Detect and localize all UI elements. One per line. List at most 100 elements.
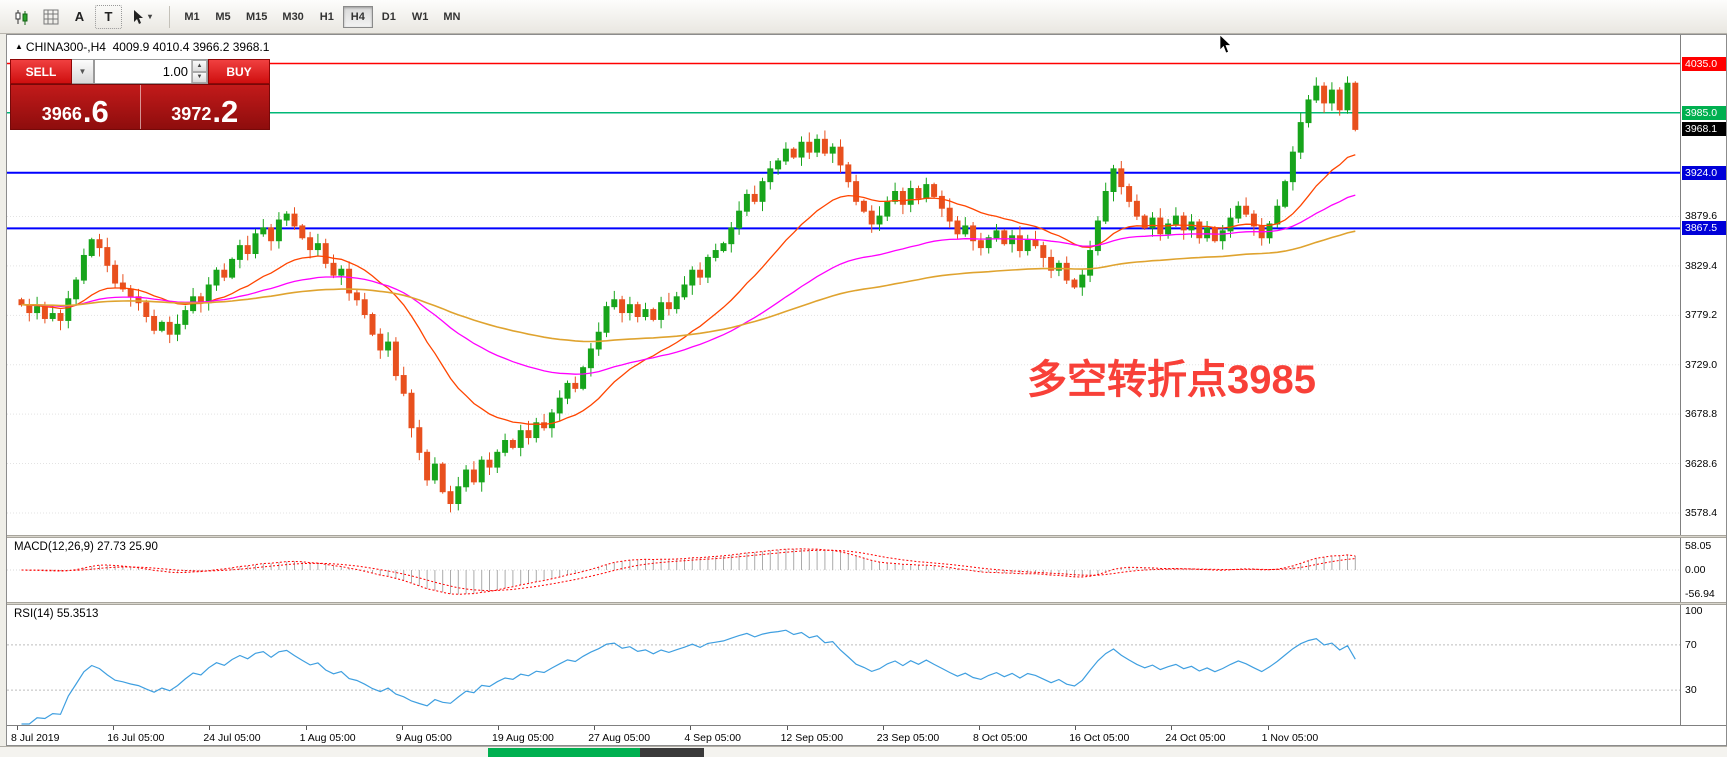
clipped-bottom-bar xyxy=(0,746,1727,757)
sell-price-pips: .6 xyxy=(82,93,109,129)
macd-axis-label: 58.05 xyxy=(1685,540,1712,552)
mouse-cursor-icon xyxy=(1219,35,1232,54)
bid-ask-display: 3966 .6 3972 .2 xyxy=(10,84,270,130)
macd-axis-label: -56.94 xyxy=(1685,587,1715,600)
pane-splitter-macd[interactable] xyxy=(7,535,1726,538)
text-tool-icon: A xyxy=(74,9,85,24)
current-price-label: 3968.1 xyxy=(1682,122,1726,137)
macd-canvas[interactable] xyxy=(7,538,1680,602)
text-tool-button[interactable]: A xyxy=(66,5,93,29)
time-label: 19 Aug 05:00 xyxy=(492,732,554,744)
toolbar: A T ▾ M1 M5 M15 M30 H1 H4 D1 W1 MN xyxy=(0,0,1727,34)
ohlc-quote: 4009.9 4010.4 3966.2 3968.1 xyxy=(112,40,270,54)
macd-axis-label: 0.00 xyxy=(1685,564,1706,576)
time-label: 27 Aug 05:00 xyxy=(588,732,651,744)
time-label: 4 Sep 05:00 xyxy=(684,732,742,744)
level-price-label: 3924.0 xyxy=(1682,165,1726,180)
label-tool-icon: T xyxy=(104,9,113,24)
symbol-label: CHINA300-,H4 xyxy=(25,40,106,54)
buy-price: 3972 .2 xyxy=(139,85,270,129)
grid-glyph-icon xyxy=(43,9,58,24)
macd-indicator-label: MACD(12,26,9) 27.73 25.90 xyxy=(14,541,158,553)
time-tick xyxy=(690,726,692,730)
time-tick xyxy=(401,726,403,730)
volume-input[interactable]: 1.00 xyxy=(162,64,188,79)
collapse-triangle-icon: ▲ xyxy=(15,42,23,51)
timeframe-m5[interactable]: M5 xyxy=(215,10,231,23)
time-tick xyxy=(979,726,980,730)
price-grid-label: 3578.4 xyxy=(1685,506,1718,519)
toolbar-separator xyxy=(169,5,170,28)
chevron-down-icon: ▼ xyxy=(78,67,87,76)
time-tick xyxy=(1267,726,1269,730)
rsi-axis-label: 100 xyxy=(1685,605,1703,617)
timeframe-m30[interactable]: M30 xyxy=(282,10,304,23)
time-tick xyxy=(882,726,884,730)
buy-button[interactable]: BUY xyxy=(208,59,270,84)
volume-down-button[interactable]: ▼ xyxy=(192,71,207,83)
clipped-dark-segment xyxy=(640,748,704,757)
draw-tools-button[interactable]: ▾ xyxy=(124,5,160,29)
price-grid-label: 3779.2 xyxy=(1685,309,1718,322)
timeframe-m1[interactable]: M1 xyxy=(184,10,200,23)
sell-button[interactable]: SELL xyxy=(10,59,72,84)
time-label: 8 Jul 2019 xyxy=(11,732,60,744)
clipped-green-segment xyxy=(488,748,640,757)
volume-stepper: ▲ ▼ xyxy=(191,60,207,83)
time-tick xyxy=(1171,726,1173,730)
volume-field: 1.00 ▲ ▼ xyxy=(94,59,208,84)
chart-title: ▲ CHINA300-,H4 4009.9 4010.4 3966.2 3968.… xyxy=(15,40,269,54)
price-grid-label: 3879.6 xyxy=(1685,210,1718,223)
price-grid-label: 3628.6 xyxy=(1685,457,1718,470)
timeframe-d1[interactable]: D1 xyxy=(381,10,396,23)
sell-price: 3966 .6 xyxy=(11,85,140,129)
timeframe-w1[interactable]: W1 xyxy=(411,10,429,23)
grid-icon[interactable] xyxy=(37,5,64,29)
price-axis[interactable]: 3879.6 3829.4 3779.2 3729.0 3678.8 3628.6 3578… xyxy=(1680,35,1726,725)
time-tick xyxy=(1075,726,1077,730)
price-grid-label: 3729.0 xyxy=(1685,358,1718,371)
chart-window[interactable]: ▲ CHINA300-,H4 4009.9 4010.4 3966.2 3968.… xyxy=(6,34,1727,746)
volume-up-button[interactable]: ▲ xyxy=(192,60,207,72)
volume-dropdown[interactable]: ▼ xyxy=(72,59,94,84)
rsi-canvas[interactable] xyxy=(7,605,1680,725)
label-tool-button[interactable]: T xyxy=(95,4,122,29)
pane-splitter-rsi[interactable] xyxy=(7,602,1726,605)
time-label: 16 Jul 05:00 xyxy=(107,732,165,744)
time-tick xyxy=(594,726,596,730)
time-axis[interactable]: 8 Jul 2019 16 Jul 05:00 24 Jul 05:00 1 Aug … xyxy=(7,725,1726,745)
time-tick xyxy=(113,726,115,730)
time-tick xyxy=(498,726,499,730)
time-label: 1 Aug 05:00 xyxy=(299,732,356,744)
chart-annotation-text: 多空转折点3985 xyxy=(1027,358,1316,402)
timeframe-h4[interactable]: H4 xyxy=(342,5,373,28)
timeframe-h1[interactable]: H1 xyxy=(319,10,334,23)
time-label: 9 Aug 05:00 xyxy=(395,732,452,744)
time-label: 24 Oct 05:00 xyxy=(1165,732,1226,744)
candlestick-icon xyxy=(15,9,27,25)
one-click-trade-widget: SELL ▼ 1.00 ▲ ▼ BUY 3966 .6 3972 xyxy=(10,59,270,130)
rsi-axis-label: 70 xyxy=(1685,638,1697,651)
level-price-label: 3985.0 xyxy=(1682,105,1726,120)
time-label: 1 Nov 05:00 xyxy=(1261,732,1319,744)
rsi-axis-label: 30 xyxy=(1685,684,1697,697)
buy-price-main: 3972 xyxy=(171,104,212,125)
time-label: 12 Sep 05:00 xyxy=(780,732,844,744)
time-label: 24 Jul 05:00 xyxy=(203,732,261,744)
time-tick xyxy=(17,726,18,730)
main-chart-canvas[interactable] xyxy=(7,35,1680,535)
timeframe-mn[interactable]: MN xyxy=(443,10,461,23)
time-tick xyxy=(786,726,788,730)
time-label: 23 Sep 05:00 xyxy=(876,732,940,744)
chart-type-icon[interactable] xyxy=(8,5,35,29)
timeframe-m15[interactable]: M15 xyxy=(246,10,268,23)
time-label: 16 Oct 05:00 xyxy=(1069,732,1130,744)
level-price-label: 3867.5 xyxy=(1682,221,1726,236)
time-label: 8 Oct 05:00 xyxy=(973,732,1028,744)
cursor-arrow-icon xyxy=(133,9,143,24)
time-tick xyxy=(305,726,307,730)
price-grid-label: 3829.4 xyxy=(1685,259,1718,272)
chevron-down-icon: ▾ xyxy=(147,12,152,21)
level-price-label: 4035.0 xyxy=(1682,56,1726,71)
